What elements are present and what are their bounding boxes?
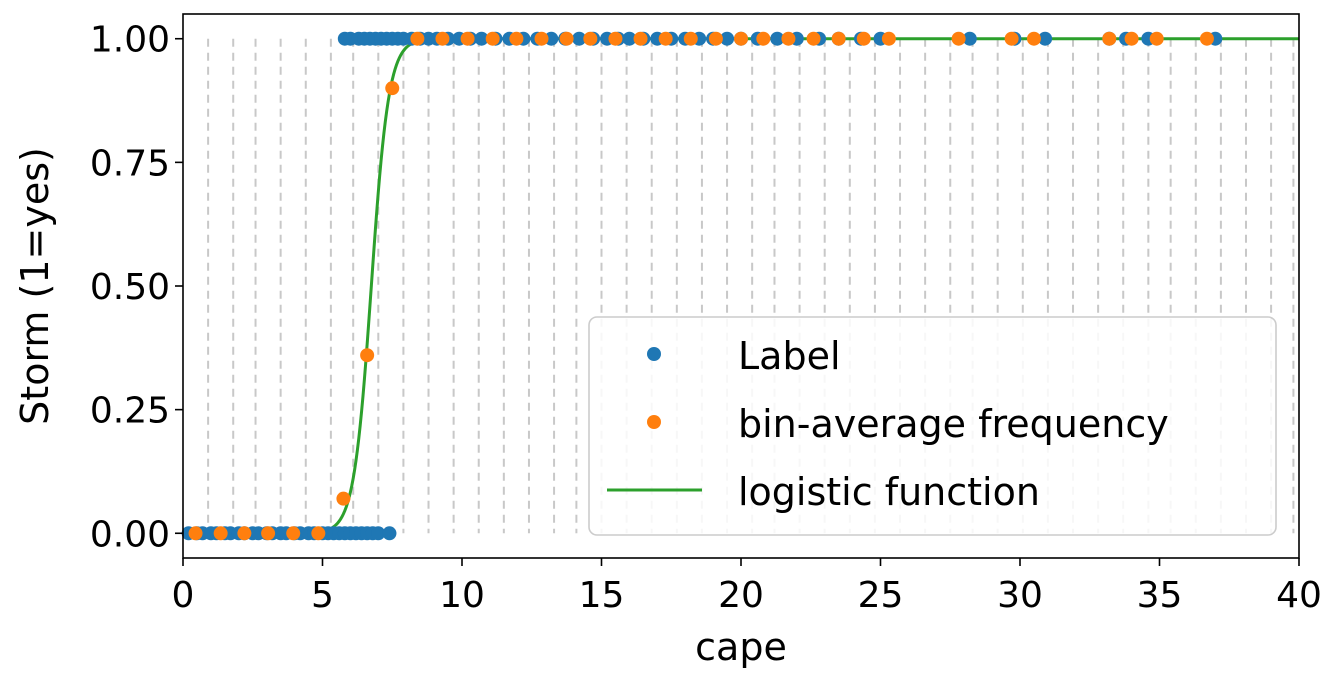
- x-tick-label: 0: [172, 575, 195, 616]
- bin-average-point: [1124, 31, 1139, 46]
- y-axis: 0.00 0.25 0.50 0.75 1.00: [90, 20, 183, 555]
- bin-average-point: [951, 31, 966, 46]
- bin-average-point: [360, 348, 375, 363]
- bin-average-point: [410, 31, 425, 46]
- bin-average-point: [608, 31, 623, 46]
- bin-average-point: [881, 31, 896, 46]
- bin-average-point: [1004, 31, 1019, 46]
- bin-average-point: [708, 31, 723, 46]
- bin-average-point: [485, 31, 500, 46]
- y-tick-label: 0.00: [90, 514, 170, 555]
- label-point: [382, 526, 397, 541]
- bin-average-point: [806, 31, 821, 46]
- x-tick-label: 15: [579, 575, 625, 616]
- x-axis: 0 5 10 15 20 25 30 35 40: [172, 558, 1322, 616]
- x-tick-label: 25: [858, 575, 904, 616]
- x-tick-label: 10: [439, 575, 485, 616]
- label-point: [622, 31, 637, 46]
- bin-average-point: [509, 31, 524, 46]
- legend-label-series: Label: [738, 334, 841, 378]
- bin-average-point: [633, 31, 648, 46]
- label-point: [1038, 31, 1053, 46]
- y-tick-label: 0.25: [90, 391, 170, 432]
- bin-average-point: [261, 526, 276, 541]
- label-point: [720, 31, 735, 46]
- legend-marker-bin-average: [647, 415, 661, 429]
- label-point: [962, 31, 977, 46]
- bin-average-point: [1149, 31, 1164, 46]
- bin-average-point: [286, 526, 301, 541]
- bin-average-points: [188, 31, 1214, 541]
- y-tick-label: 0.50: [90, 267, 170, 308]
- bin-average-point: [188, 526, 203, 541]
- y-axis-label: Storm (1=yes): [13, 147, 57, 425]
- x-axis-label: cape: [695, 625, 787, 669]
- legend-bin-average-series: bin-average frequency: [738, 402, 1169, 446]
- x-tick-label: 40: [1276, 575, 1322, 616]
- bin-average-point: [385, 81, 400, 96]
- bin-average-point: [213, 526, 228, 541]
- bin-average-point: [781, 31, 796, 46]
- bin-average-point: [734, 31, 748, 46]
- bin-average-point: [756, 31, 771, 46]
- bin-average-point: [583, 31, 598, 46]
- legend-box: [588, 316, 1277, 536]
- bin-average-point: [856, 31, 871, 46]
- legend: Label bin-average frequency logistic fun…: [588, 316, 1277, 536]
- legend-marker-label: [647, 347, 661, 361]
- x-tick-label: 20: [718, 575, 764, 616]
- bin-average-point: [1026, 31, 1041, 46]
- bin-average-point: [435, 31, 450, 46]
- x-tick-label: 30: [997, 575, 1043, 616]
- label-point: [371, 526, 386, 541]
- bin-average-point: [311, 526, 326, 541]
- bin-average-point: [460, 31, 475, 46]
- x-tick-label: 5: [311, 575, 334, 616]
- label-point: [474, 31, 489, 46]
- bin-average-point: [1102, 31, 1117, 46]
- bin-average-point: [831, 31, 846, 46]
- label-point: [544, 31, 559, 46]
- bin-average-point: [658, 31, 673, 46]
- y-tick-label: 1.00: [90, 20, 170, 61]
- bin-average-point: [237, 526, 252, 541]
- bin-average-point: [559, 31, 574, 46]
- x-tick-label: 35: [1137, 575, 1183, 616]
- label-point: [770, 31, 785, 46]
- y-tick-label: 0.75: [90, 143, 170, 184]
- bin-average-point: [683, 31, 698, 46]
- bin-average-point: [534, 31, 549, 46]
- bin-average-point: [1199, 31, 1214, 46]
- legend-logistic-series: logistic function: [738, 470, 1040, 514]
- bin-average-point: [336, 491, 351, 506]
- label-point: [572, 31, 587, 46]
